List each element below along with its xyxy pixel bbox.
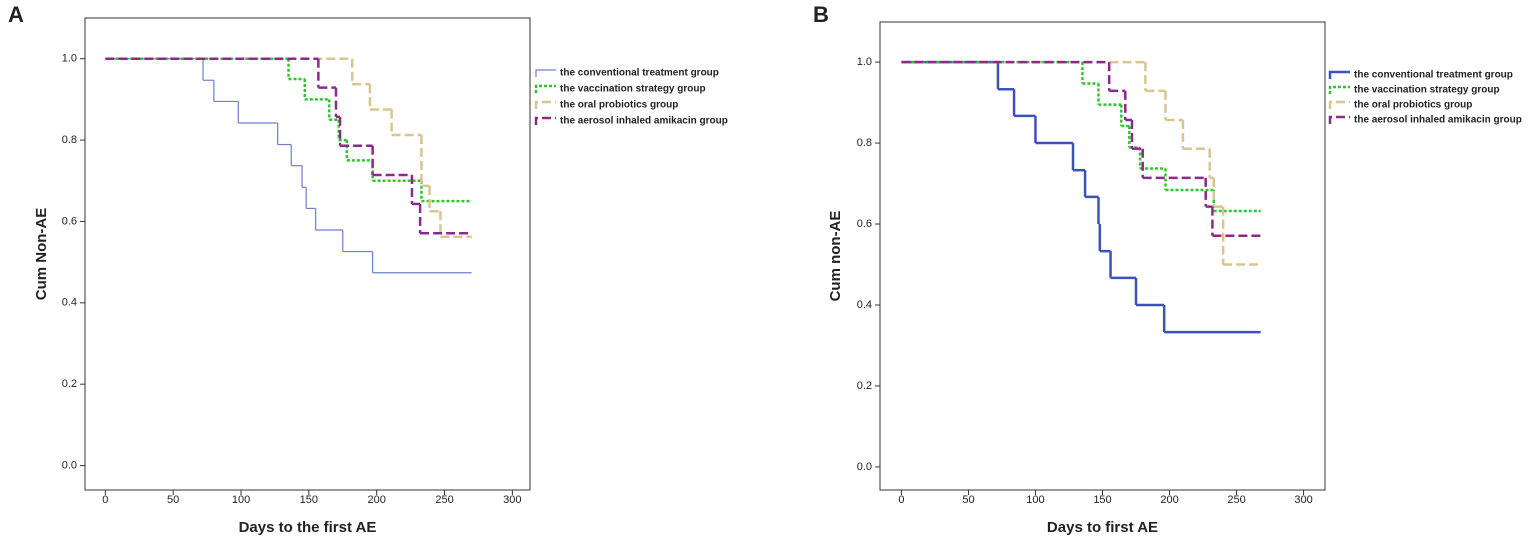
x-tick-label: 300 <box>503 494 521 506</box>
x-axis-title: Days to the first AE <box>239 519 377 536</box>
legend-label: the aerosol inhaled amikacin group <box>1354 115 1522 126</box>
y-axis-title: Cum Non-AE <box>33 208 50 301</box>
x-tick-label: 100 <box>1026 494 1044 506</box>
legend-label: the aerosol inhaled amikacin group <box>560 116 728 127</box>
panel-label: B <box>813 2 829 27</box>
x-tick-label: 200 <box>1160 494 1178 506</box>
x-tick-label: 150 <box>1093 494 1111 506</box>
legend-swatch <box>1328 70 1350 79</box>
y-tick-label: 0.6 <box>62 215 77 227</box>
legend-swatch <box>534 100 556 109</box>
x-tick-label: 250 <box>435 494 453 506</box>
legend-label: the vaccination strategy group <box>560 84 706 95</box>
y-tick-label: 0.4 <box>857 299 872 311</box>
legend-swatch <box>534 84 556 93</box>
panel-label: A <box>8 2 24 27</box>
x-tick-label: 0 <box>102 494 108 506</box>
legend-label: the oral probiotics group <box>1354 100 1472 111</box>
legend-label: the conventional treatment group <box>1354 70 1513 81</box>
y-tick-label: 0.6 <box>857 218 872 230</box>
plot-frame <box>879 21 1326 491</box>
y-tick-label: 1.0 <box>857 56 872 68</box>
x-tick-label: 100 <box>232 494 250 506</box>
y-tick-label: 0.4 <box>62 297 77 309</box>
y-tick-label: 0.0 <box>62 459 77 471</box>
y-tick-label: 1.0 <box>62 53 77 65</box>
legend-label: the conventional treatment group <box>560 68 719 79</box>
x-tick-label: 50 <box>167 494 179 506</box>
y-tick-label: 0.8 <box>62 134 77 146</box>
x-tick-label: 50 <box>962 494 974 506</box>
legend-swatch <box>1328 115 1350 124</box>
legend-label: the oral probiotics group <box>560 100 678 111</box>
x-tick-label: 250 <box>1227 494 1245 506</box>
y-tick-label: 0.8 <box>857 137 872 149</box>
legend-label: the vaccination strategy group <box>1354 85 1500 96</box>
legend-swatch <box>535 69 556 77</box>
x-axis-title: Days to first AE <box>1047 519 1158 536</box>
x-tick-label: 300 <box>1294 494 1312 506</box>
legend-swatch <box>534 116 556 125</box>
x-tick-label: 0 <box>898 494 904 506</box>
y-tick-label: 0.2 <box>62 378 77 390</box>
x-tick-label: 150 <box>300 494 318 506</box>
plot-frame <box>84 17 531 491</box>
legend-swatch <box>1328 100 1350 109</box>
x-tick-label: 200 <box>368 494 386 506</box>
y-tick-label: 0.0 <box>857 461 872 473</box>
legend-swatch <box>1328 85 1350 94</box>
y-axis-title: Cum non-AE <box>827 211 844 302</box>
y-tick-label: 0.2 <box>857 380 872 392</box>
